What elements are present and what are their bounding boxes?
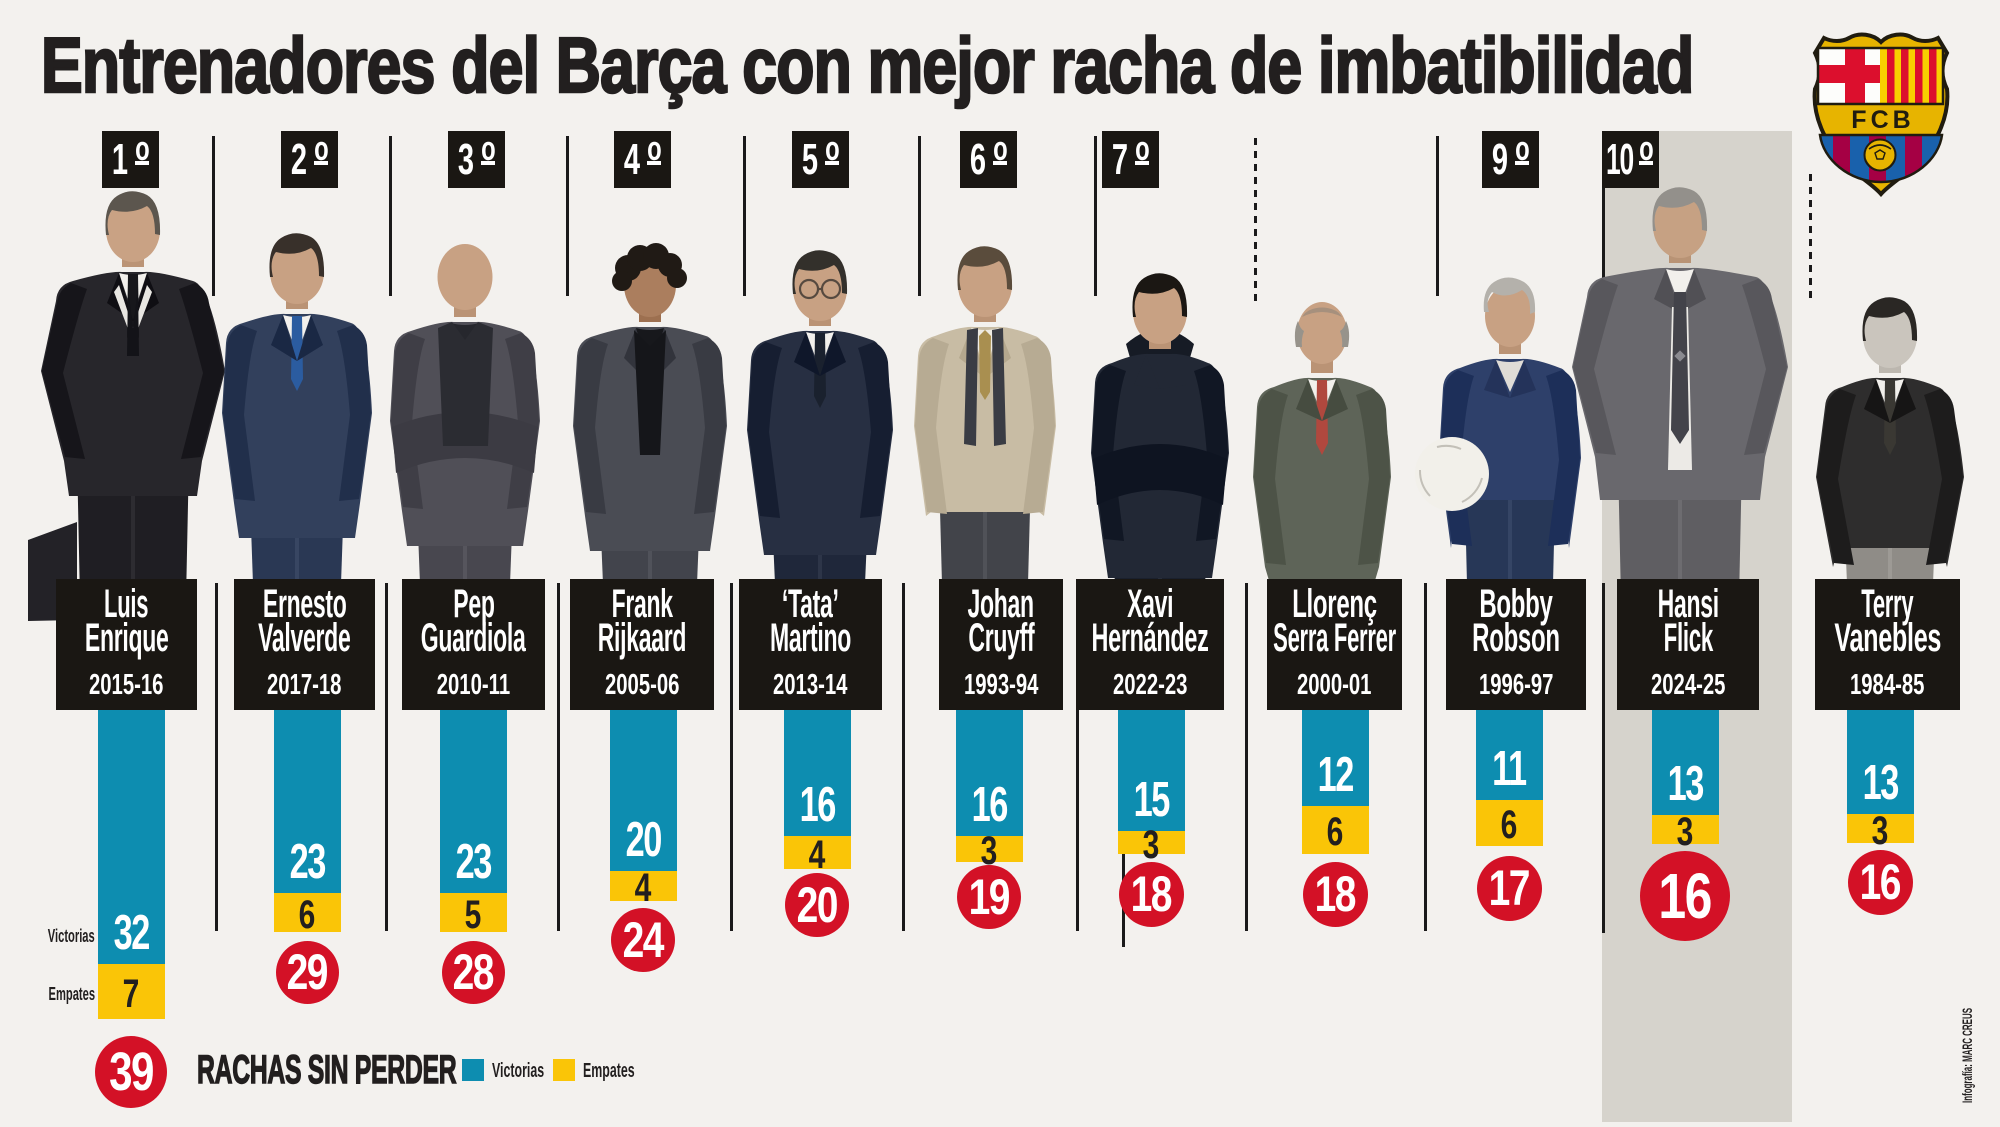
svg-text:FCB: FCB (1851, 106, 1914, 134)
svg-text:Infografía: MARC CREUS: Infografía: MARC CREUS (1960, 1008, 1975, 1103)
